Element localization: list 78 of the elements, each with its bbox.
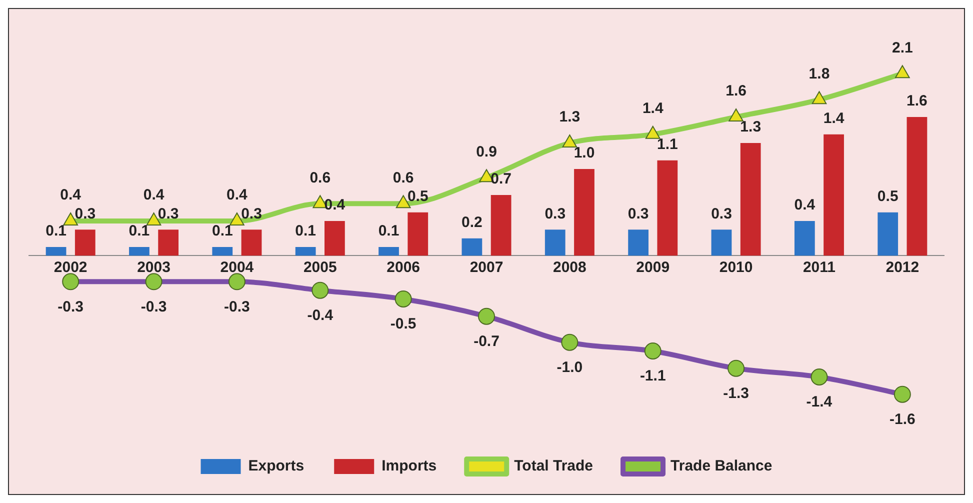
data-label: -0.5 [390, 316, 416, 333]
bar [906, 117, 928, 256]
data-label: 1.3 [740, 118, 762, 136]
legend-label: Total Trade [514, 458, 594, 475]
data-label: 1.4 [642, 100, 664, 117]
data-label: -0.3 [224, 298, 250, 316]
bar [158, 230, 179, 256]
bar [462, 238, 482, 256]
x-tick-label: 2006 [386, 258, 420, 276]
data-label: 0.6 [310, 169, 331, 186]
bar [544, 230, 566, 256]
x-tick-label: 2009 [636, 258, 670, 276]
legend-label: Exports [248, 458, 304, 475]
data-label: 1.0 [574, 144, 595, 162]
data-label: -1.3 [723, 384, 749, 402]
x-tick-label: 2010 [719, 258, 753, 276]
data-label: -1.1 [640, 368, 666, 385]
x-tick-label: 2003 [137, 258, 170, 276]
data-label: -0.3 [140, 298, 167, 316]
bar [295, 247, 316, 256]
bar [794, 221, 815, 256]
data-label: 0.3 [544, 205, 566, 222]
x-tick-label: 2005 [303, 258, 337, 276]
bar [657, 160, 678, 256]
data-label: 0.3 [158, 205, 179, 222]
data-label: 0.1 [295, 222, 316, 240]
x-tick-label: 2004 [220, 258, 254, 276]
data-label: 0.1 [378, 222, 400, 240]
bar [129, 247, 150, 256]
data-label: -1.6 [889, 410, 916, 428]
data-label: 0.3 [74, 205, 96, 222]
data-label: -1.0 [556, 358, 583, 376]
bar [378, 247, 399, 256]
data-label: 0.2 [462, 214, 482, 231]
bar [212, 247, 233, 256]
data-label: 1.1 [656, 136, 678, 153]
bar [711, 230, 732, 256]
data-label: 0.1 [212, 222, 233, 240]
legend-label: Trade Balance [670, 458, 772, 475]
data-label: 0.4 [143, 186, 165, 204]
bar [74, 230, 96, 256]
bar [878, 212, 898, 256]
data-label: 2.1 [892, 39, 913, 56]
data-label: 0.7 [490, 170, 512, 188]
bar [824, 134, 844, 256]
data-label: -1.4 [806, 394, 833, 411]
bar [408, 212, 428, 256]
data-label: -0.3 [58, 298, 84, 316]
x-tick-label: 2007 [470, 258, 504, 276]
legend-label: Imports [382, 458, 437, 475]
data-label: 0.4 [794, 196, 816, 214]
data-label: 1.6 [906, 92, 928, 110]
data-label: 0.1 [46, 222, 66, 240]
data-label: 1.3 [559, 108, 580, 126]
data-label: 1.6 [726, 82, 746, 100]
x-tick-label: 2011 [802, 258, 836, 276]
bar [241, 230, 262, 256]
data-label: -0.7 [474, 332, 500, 350]
bar [740, 143, 761, 256]
data-label: 1.8 [808, 65, 830, 82]
bar [46, 247, 66, 256]
data-label: 0.4 [226, 186, 248, 204]
bar [628, 230, 648, 256]
x-tick-label: 2012 [886, 258, 920, 276]
data-label: 0.9 [476, 143, 497, 160]
x-tick-label: 2002 [54, 258, 88, 276]
data-label: -0.4 [307, 306, 334, 324]
data-label: 1.4 [823, 110, 845, 127]
bar [574, 169, 594, 256]
data-label: 0.4 [60, 186, 82, 204]
data-label: 0.6 [392, 169, 414, 186]
bar [324, 221, 345, 256]
x-tick-label: 2008 [552, 258, 586, 276]
data-label: 0.1 [128, 222, 150, 240]
data-label: 0.3 [711, 205, 732, 222]
data-label: 0.3 [628, 205, 649, 222]
bar [490, 195, 512, 256]
data-label: 0.5 [877, 188, 898, 205]
